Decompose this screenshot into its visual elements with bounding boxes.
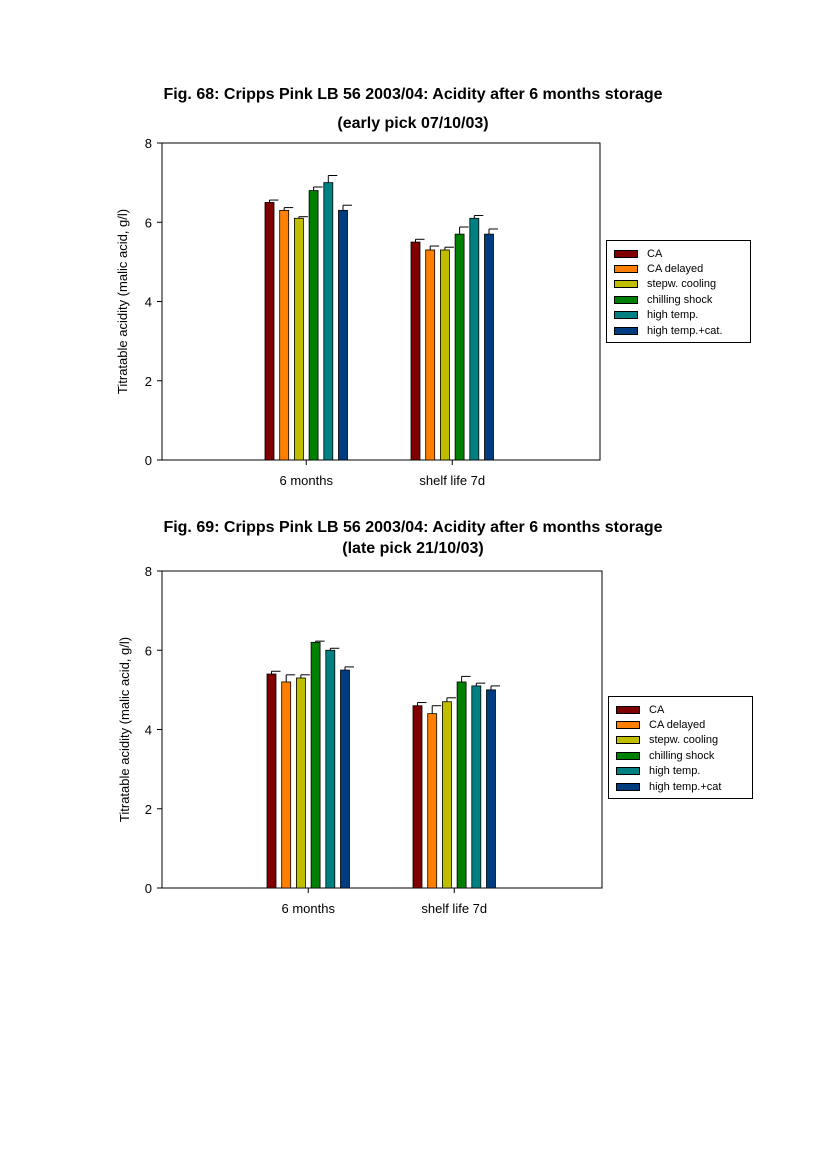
y-tick-label: 2 <box>145 374 152 389</box>
chart-subtitle: (late pick 21/10/03) <box>342 540 484 557</box>
y-tick-label: 0 <box>145 453 152 468</box>
legend-swatch <box>616 736 640 745</box>
legend-label: chilling shock <box>649 749 715 762</box>
legend-swatch <box>614 326 638 335</box>
plot-frame <box>161 570 603 889</box>
chart-68: 0 2 4 6 8 Titratable acidity (malic acid, g/l… <box>115 136 601 488</box>
legend-swatch <box>616 705 640 714</box>
bar <box>295 677 306 889</box>
bar <box>441 701 452 889</box>
legend-swatch <box>614 295 638 304</box>
legend-item: CA delayed <box>614 261 744 276</box>
legend-item: chilling shock <box>614 292 744 307</box>
legend-swatch <box>614 249 638 258</box>
y-tick-label: 6 <box>145 643 152 658</box>
legend-swatch <box>614 311 638 320</box>
bar <box>340 669 350 889</box>
legend-label: stepw. cooling <box>647 278 717 291</box>
legend-label: stepw. cooling <box>649 734 719 747</box>
x-tick-label: shelf life 7d <box>419 473 485 488</box>
y-tick-label: 8 <box>145 564 152 579</box>
legend-item: high temp. <box>616 764 746 779</box>
bar <box>310 641 321 889</box>
x-tick-label: shelf life 7d <box>421 901 487 916</box>
legend-swatch <box>616 721 640 730</box>
legend-label: CA delayed <box>649 719 706 732</box>
x-tick-label: 6 months <box>282 901 336 916</box>
y-axis-label: Titratable acidity (malic acid, g/l) <box>115 209 130 394</box>
bar <box>266 673 277 889</box>
x-tick-label: 6 months <box>280 473 334 488</box>
y-tick-label: 6 <box>145 215 152 230</box>
legend-label: CA <box>647 247 663 260</box>
y-axis-label: Titratable acidity (malic acid, g/l) <box>117 637 132 822</box>
legend-label: high temp.+cat <box>649 780 722 793</box>
y-tick-label: 0 <box>145 881 152 896</box>
legend-swatch <box>616 751 640 760</box>
bar <box>412 705 423 889</box>
chart-title: Fig. 68: Cripps Pink LB 56 2003/04: Acid… <box>163 86 663 103</box>
legend-item: chilling shock <box>616 748 746 763</box>
chart-subtitle: (early pick 07/10/03) <box>337 115 489 132</box>
y-tick-label: 2 <box>145 802 152 817</box>
chart-69: 0 2 4 6 8 Titratable acidity (malic acid, g/l… <box>117 564 603 916</box>
bar <box>325 649 336 889</box>
bar <box>471 685 482 889</box>
legend-label: CA <box>649 703 665 716</box>
legend-item: high temp.+cat. <box>614 323 744 338</box>
legend-label: high temp. <box>647 309 699 322</box>
legend-item: high temp. <box>614 308 744 323</box>
bar <box>456 681 467 889</box>
legend-label: high temp. <box>649 765 701 778</box>
bar <box>486 689 496 889</box>
y-tick-label: 8 <box>145 136 152 151</box>
legend-item: CA <box>616 702 746 717</box>
legend-label: chilling shock <box>647 293 713 306</box>
legend-swatch <box>616 782 640 791</box>
chart-legend: CA CA delayed stepw. cooling chilling shock… <box>606 240 751 344</box>
legend-swatch <box>614 280 638 289</box>
chart-legend: CA CA delayed stepw. cooling chilling shock… <box>608 696 753 800</box>
legend-swatch <box>614 265 638 274</box>
chart-title: Fig. 69: Cripps Pink LB 56 2003/04: Acid… <box>163 519 663 536</box>
legend-label: high temp.+cat. <box>647 324 723 337</box>
legend-item: CA delayed <box>616 717 746 732</box>
y-tick-label: 4 <box>145 295 152 310</box>
legend-item: high temp.+cat <box>616 779 746 794</box>
legend-item: stepw. cooling <box>614 277 744 292</box>
bar <box>427 713 438 889</box>
y-tick-label: 4 <box>145 723 152 738</box>
legend-swatch <box>616 767 640 776</box>
bar <box>281 681 292 889</box>
legend-item: CA <box>614 246 744 261</box>
legend-item: stepw. cooling <box>616 733 746 748</box>
legend-label: CA delayed <box>647 263 704 276</box>
